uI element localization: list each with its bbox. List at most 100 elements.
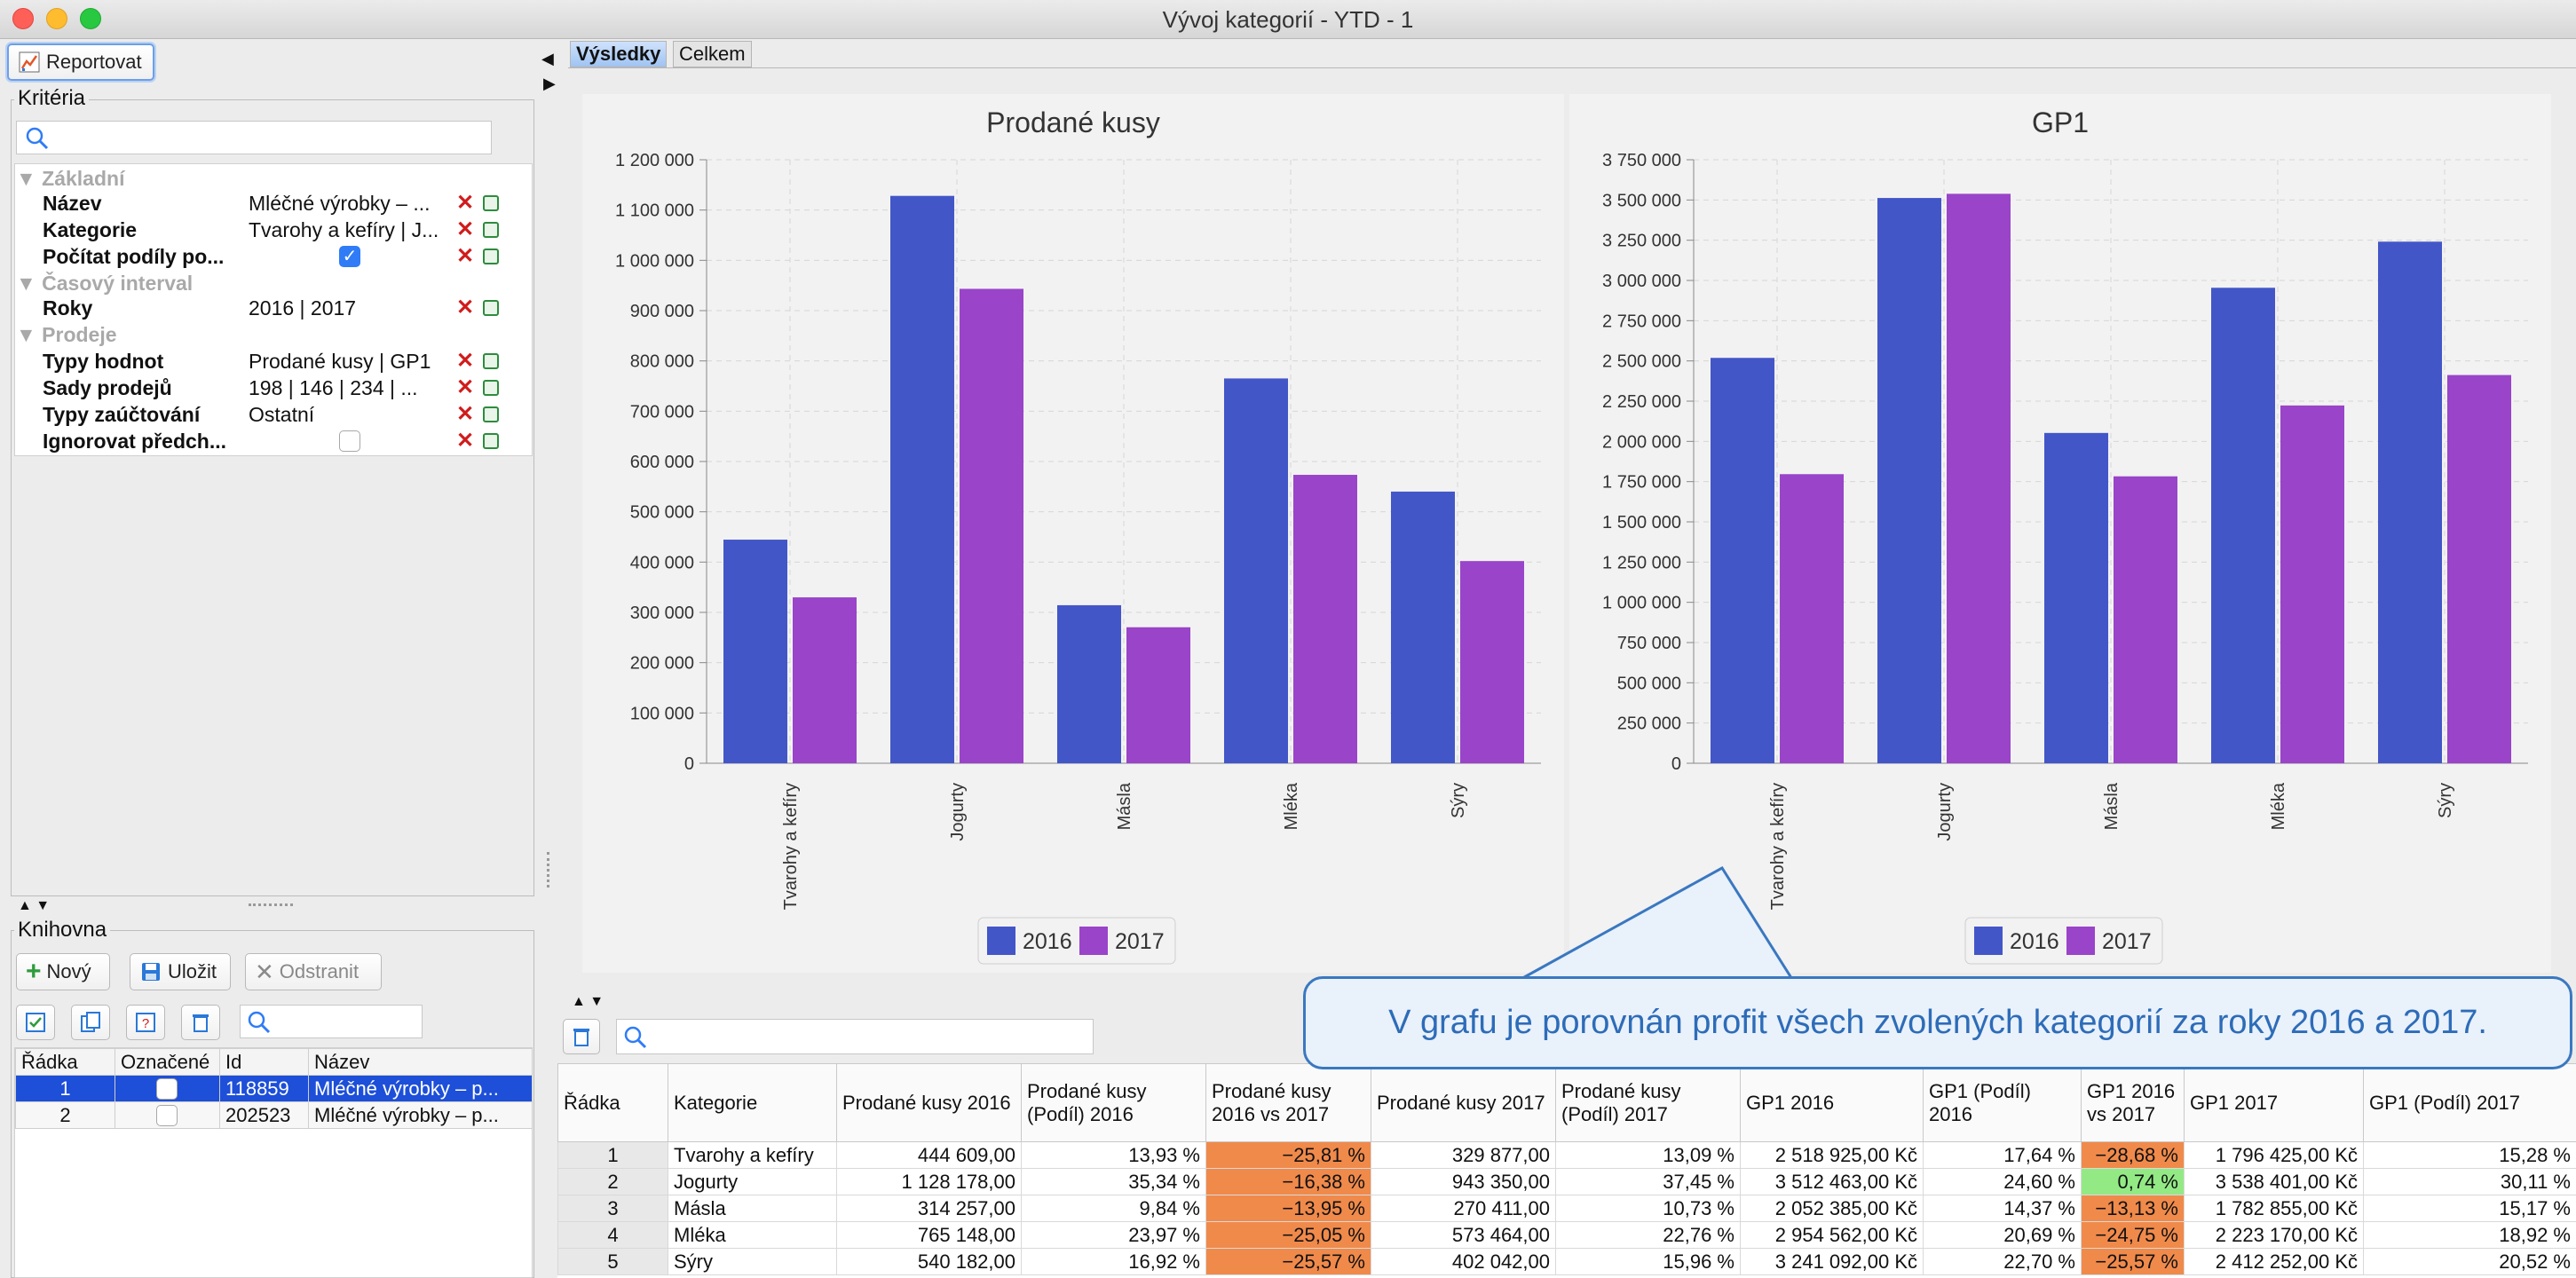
library-search-input[interactable] xyxy=(240,1005,423,1038)
results-search-input[interactable] xyxy=(616,1019,1094,1054)
criteria-group-label: Časový interval xyxy=(42,272,194,295)
criteria-group-time[interactable]: ▼ Časový interval xyxy=(16,270,533,296)
compute-shares-checkbox[interactable]: ✓ xyxy=(339,246,360,267)
search-icon xyxy=(26,127,49,150)
criteria-group-basic[interactable]: ▼ Základní xyxy=(16,165,533,192)
check-all-button[interactable] xyxy=(16,1005,55,1040)
edit-icon[interactable] xyxy=(483,300,499,316)
column-header[interactable]: Id xyxy=(219,1048,309,1076)
criteria-table xyxy=(14,163,533,456)
column-header[interactable]: Prodané kusy (Podíl) 2016 xyxy=(1021,1063,1206,1142)
delete-button[interactable]: ✕ Odstranit xyxy=(245,953,382,990)
results-cell: 5 xyxy=(557,1248,668,1275)
clear-icon[interactable]: ✕ xyxy=(456,375,475,399)
clear-icon[interactable]: ✕ xyxy=(456,349,475,373)
vertical-splitter-handle[interactable] xyxy=(547,852,554,888)
table-splitter-arrows-icon[interactable]: ▲ ▼ xyxy=(572,994,604,1009)
edit-icon[interactable] xyxy=(483,406,499,422)
clear-icon[interactable]: ✕ xyxy=(456,429,475,453)
y-tick-label: 1 500 000 xyxy=(1602,513,1681,532)
column-header[interactable]: Prodané kusy 2017 xyxy=(1371,1063,1556,1142)
row-checkbox-cell[interactable] xyxy=(115,1075,220,1102)
results-row[interactable]: 2 Jogurty 1 128 178,00 35,34 % −16,38 % 943 3… xyxy=(557,1168,2576,1195)
expand-right-icon[interactable]: ▶ xyxy=(543,75,556,92)
copy-button[interactable] xyxy=(71,1005,110,1040)
row-number: 2 xyxy=(15,1101,115,1129)
row-checkbox[interactable] xyxy=(156,1078,178,1100)
edit-icon[interactable] xyxy=(483,380,499,396)
column-header[interactable]: GP1 2016 xyxy=(1740,1063,1924,1142)
column-header[interactable]: GP1 (Podíl) 2016 xyxy=(1923,1063,2082,1142)
callout-pointer xyxy=(1509,866,1811,985)
criteria-row-posting-types[interactable]: Typy zaúčtování Ostatní ✕ xyxy=(16,401,533,428)
legend-box xyxy=(1964,917,2163,965)
ignore-previous-checkbox[interactable] xyxy=(339,430,360,452)
column-header[interactable]: Kategorie xyxy=(668,1063,837,1142)
minimize-window-button[interactable] xyxy=(46,8,67,29)
column-header[interactable]: GP1 2017 xyxy=(2184,1063,2364,1142)
close-window-button[interactable] xyxy=(12,8,34,29)
splitter-arrows-icon[interactable]: ▲ ▼ xyxy=(18,898,51,913)
criteria-row-years[interactable]: Roky 2016 | 2017 ✕ xyxy=(16,295,533,321)
criteria-row-compute-shares[interactable]: Počítat podíly po... ✓ ✕ xyxy=(16,243,533,270)
results-cell: 765 148,00 xyxy=(836,1221,1022,1249)
report-button[interactable]: Reportovat xyxy=(7,43,154,81)
edit-icon[interactable] xyxy=(483,433,499,449)
row-checkbox-cell[interactable] xyxy=(115,1101,220,1129)
clear-icon[interactable]: ✕ xyxy=(456,402,475,426)
column-header[interactable]: Prodané kusy 2016 vs 2017 xyxy=(1205,1063,1371,1142)
collapse-left-icon[interactable]: ◀ xyxy=(541,50,554,67)
results-header-row: Řádka Kategorie Prodané kusy 2016 Prodan… xyxy=(557,1063,2576,1142)
results-cell: 13,09 % xyxy=(1555,1141,1741,1169)
library-row[interactable]: 2 202523 Mléčné výrobky – p... xyxy=(15,1101,533,1129)
bar xyxy=(1057,604,1121,763)
column-header[interactable]: Řádka xyxy=(557,1063,668,1142)
criteria-search-input[interactable] xyxy=(16,121,492,154)
results-row[interactable]: 4 Mléka 765 148,00 23,97 % −25,05 % 573 464,0… xyxy=(557,1221,2576,1249)
column-header[interactable]: GP1 2016 vs 2017 xyxy=(2081,1063,2185,1142)
criteria-title: Kritéria xyxy=(14,86,90,111)
column-header[interactable]: Prodané kusy 2016 xyxy=(836,1063,1022,1142)
save-button[interactable]: Uložit xyxy=(130,953,231,990)
criteria-row-ignore-previous[interactable]: Ignorovat předch... ✕ xyxy=(16,428,533,454)
column-header[interactable]: GP1 (Podíl) 2017 xyxy=(2363,1063,2576,1142)
new-button[interactable]: + Nový xyxy=(16,953,110,990)
edit-icon[interactable] xyxy=(483,248,499,264)
criteria-row-sales-sets[interactable]: Sady prodejů 198 | 146 | 234 | ... ✕ xyxy=(16,375,533,401)
edit-icon[interactable] xyxy=(483,222,499,238)
zoom-window-button[interactable] xyxy=(80,8,101,29)
edit-icon[interactable] xyxy=(483,353,499,369)
results-cell: −24,75 % xyxy=(2081,1221,2185,1249)
clear-icon[interactable]: ✕ xyxy=(456,217,475,241)
criteria-row-value-types[interactable]: Typy hodnot Prodané kusy | GP1 ✕ xyxy=(16,348,533,375)
clear-list-button[interactable] xyxy=(181,1005,220,1040)
table-action-button[interactable] xyxy=(563,1019,600,1054)
help-button[interactable]: ? xyxy=(126,1005,165,1040)
column-header[interactable]: Název xyxy=(308,1048,533,1076)
results-cell: 15,17 % xyxy=(2363,1195,2576,1222)
criteria-group-sales[interactable]: ▼ Prodeje xyxy=(16,321,533,348)
clear-icon[interactable]: ✕ xyxy=(456,296,475,320)
clear-icon[interactable]: ✕ xyxy=(456,244,475,268)
column-header[interactable]: Označené xyxy=(115,1048,220,1076)
criteria-row-name[interactable]: Název Mléčné výrobky – ... ✕ xyxy=(16,190,533,217)
chart-report-icon xyxy=(19,51,40,73)
results-row[interactable]: 3 Másla 314 257,00 9,84 % −13,95 % 270 411,00… xyxy=(557,1195,2576,1222)
library-row[interactable]: 1 118859 Mléčné výrobky – p... xyxy=(15,1075,533,1102)
tab-results[interactable]: Výsledky xyxy=(570,41,668,67)
splitter-handle[interactable] xyxy=(249,903,293,906)
row-id: 202523 xyxy=(219,1101,309,1129)
results-row[interactable]: 5 Sýry 540 182,00 16,92 % −25,57 % 402 042,00… xyxy=(557,1248,2576,1275)
results-cell: 37,45 % xyxy=(1555,1168,1741,1195)
column-header[interactable]: Řádka xyxy=(15,1048,115,1076)
row-checkbox[interactable] xyxy=(156,1105,178,1126)
column-header[interactable]: Prodané kusy (Podíl) 2017 xyxy=(1555,1063,1741,1142)
results-cell: 22,76 % xyxy=(1555,1221,1741,1249)
tab-total[interactable]: Celkem xyxy=(673,41,752,67)
clear-icon[interactable]: ✕ xyxy=(456,191,475,215)
results-row[interactable]: 1 Tvarohy a kefíry 444 609,00 13,93 % −25,81… xyxy=(557,1141,2576,1169)
criteria-row-category[interactable]: Kategorie Tvarohy a kefíry | J... ✕ xyxy=(16,217,533,243)
y-tick-label: 500 000 xyxy=(1617,674,1681,693)
search-icon xyxy=(624,1026,647,1049)
edit-icon[interactable] xyxy=(483,195,499,211)
